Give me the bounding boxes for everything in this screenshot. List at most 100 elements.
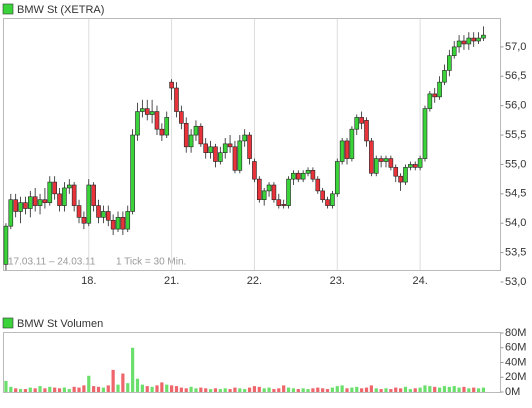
volume-bar xyxy=(155,385,159,392)
candle-body xyxy=(96,205,101,218)
volume-bar xyxy=(38,386,42,392)
volume-bar xyxy=(218,389,222,392)
y-tick-label: 0M xyxy=(505,386,520,398)
volume-bar xyxy=(116,384,120,392)
volume-bar xyxy=(48,386,52,392)
volume-bar xyxy=(62,387,67,392)
volume-bar xyxy=(28,387,32,392)
candle-body xyxy=(183,123,189,148)
volume-bar xyxy=(350,387,354,392)
candle-body xyxy=(232,146,238,171)
volume-bar xyxy=(408,389,412,392)
volume-bar xyxy=(82,385,86,392)
candle-body xyxy=(198,125,204,145)
candle-body xyxy=(242,134,247,142)
volume-bar xyxy=(481,387,486,392)
candle-body xyxy=(252,161,257,180)
volume-bar xyxy=(335,386,339,392)
candle-body xyxy=(315,178,321,192)
candle-body xyxy=(120,217,126,230)
volume-bar xyxy=(243,389,247,392)
candle-body xyxy=(101,211,106,218)
volume-bar xyxy=(447,386,451,392)
volume-bar xyxy=(179,387,183,392)
candle-body xyxy=(71,184,77,206)
candle-body xyxy=(325,199,330,206)
candle-body xyxy=(154,111,160,130)
volume-bar xyxy=(457,387,461,392)
volume-bar xyxy=(428,386,432,392)
candle-body xyxy=(3,225,9,265)
volume-bar xyxy=(23,389,28,392)
volume-bar xyxy=(267,387,271,392)
volume-bar xyxy=(262,388,266,392)
candle-body xyxy=(222,143,228,153)
candle-body xyxy=(27,196,33,209)
volume-bar xyxy=(145,386,149,392)
candle-body xyxy=(159,128,165,136)
volume-bar xyxy=(325,389,330,392)
x-tick-label: 22. xyxy=(247,275,262,287)
candle-body xyxy=(271,184,277,201)
volume-bar xyxy=(96,386,101,392)
y-tick-label: 40M xyxy=(505,356,526,368)
candle-body xyxy=(286,178,291,206)
candle-body xyxy=(37,199,43,206)
volume-bar xyxy=(252,386,257,392)
candle-body xyxy=(213,146,218,162)
volume-bar xyxy=(223,388,227,392)
candle-body xyxy=(432,93,438,98)
volume-title: BMW St Volumen xyxy=(17,318,103,330)
candle-body xyxy=(193,125,199,136)
candle-body xyxy=(354,117,360,130)
candle-body xyxy=(91,184,96,206)
volume-bar xyxy=(204,388,208,392)
candle-body xyxy=(481,34,486,39)
volume-bar xyxy=(57,388,62,392)
candle-body xyxy=(437,81,442,98)
candle-body xyxy=(57,193,62,206)
candle-body xyxy=(8,199,14,227)
candle-body xyxy=(266,184,272,192)
candle-body xyxy=(373,158,379,174)
volume-bar xyxy=(92,386,96,392)
volume-bar xyxy=(121,373,125,392)
y-tick-label: 20M xyxy=(505,371,526,383)
candle-body xyxy=(349,128,355,159)
candle-body xyxy=(32,196,38,206)
volume-bar xyxy=(165,384,169,392)
candle-body xyxy=(218,152,223,162)
volume-bar xyxy=(72,386,76,392)
legend-swatch xyxy=(2,317,14,329)
volume-bar xyxy=(272,389,276,392)
candle-body xyxy=(344,140,350,159)
candle-body xyxy=(47,181,53,203)
candle-body xyxy=(447,55,452,71)
y-tick-label: 56,0 xyxy=(505,100,526,112)
volume-bar xyxy=(213,388,218,392)
volume-bar xyxy=(53,387,57,392)
candle-body xyxy=(300,172,306,180)
candle-body xyxy=(364,120,369,142)
candle-body xyxy=(330,193,335,206)
candle-body xyxy=(105,211,111,221)
volume-bar xyxy=(301,388,305,392)
candle-body xyxy=(140,108,145,112)
candle-body xyxy=(188,134,194,148)
volume-bar xyxy=(77,387,81,392)
volume-bar xyxy=(189,386,193,392)
volume-bar xyxy=(306,389,310,392)
candle-body xyxy=(237,140,243,171)
candle-body xyxy=(247,134,252,159)
volume-bar xyxy=(282,385,286,392)
candle-body xyxy=(276,199,282,206)
candle-body xyxy=(125,211,131,230)
volume-bar xyxy=(316,387,320,392)
candle-body xyxy=(369,140,374,174)
volume-bar xyxy=(14,388,18,392)
candle-body xyxy=(393,167,399,177)
volume-bar xyxy=(277,388,281,392)
candle-body xyxy=(295,172,301,180)
x-tick-label: 23. xyxy=(330,275,345,287)
volume-bar xyxy=(462,386,466,392)
